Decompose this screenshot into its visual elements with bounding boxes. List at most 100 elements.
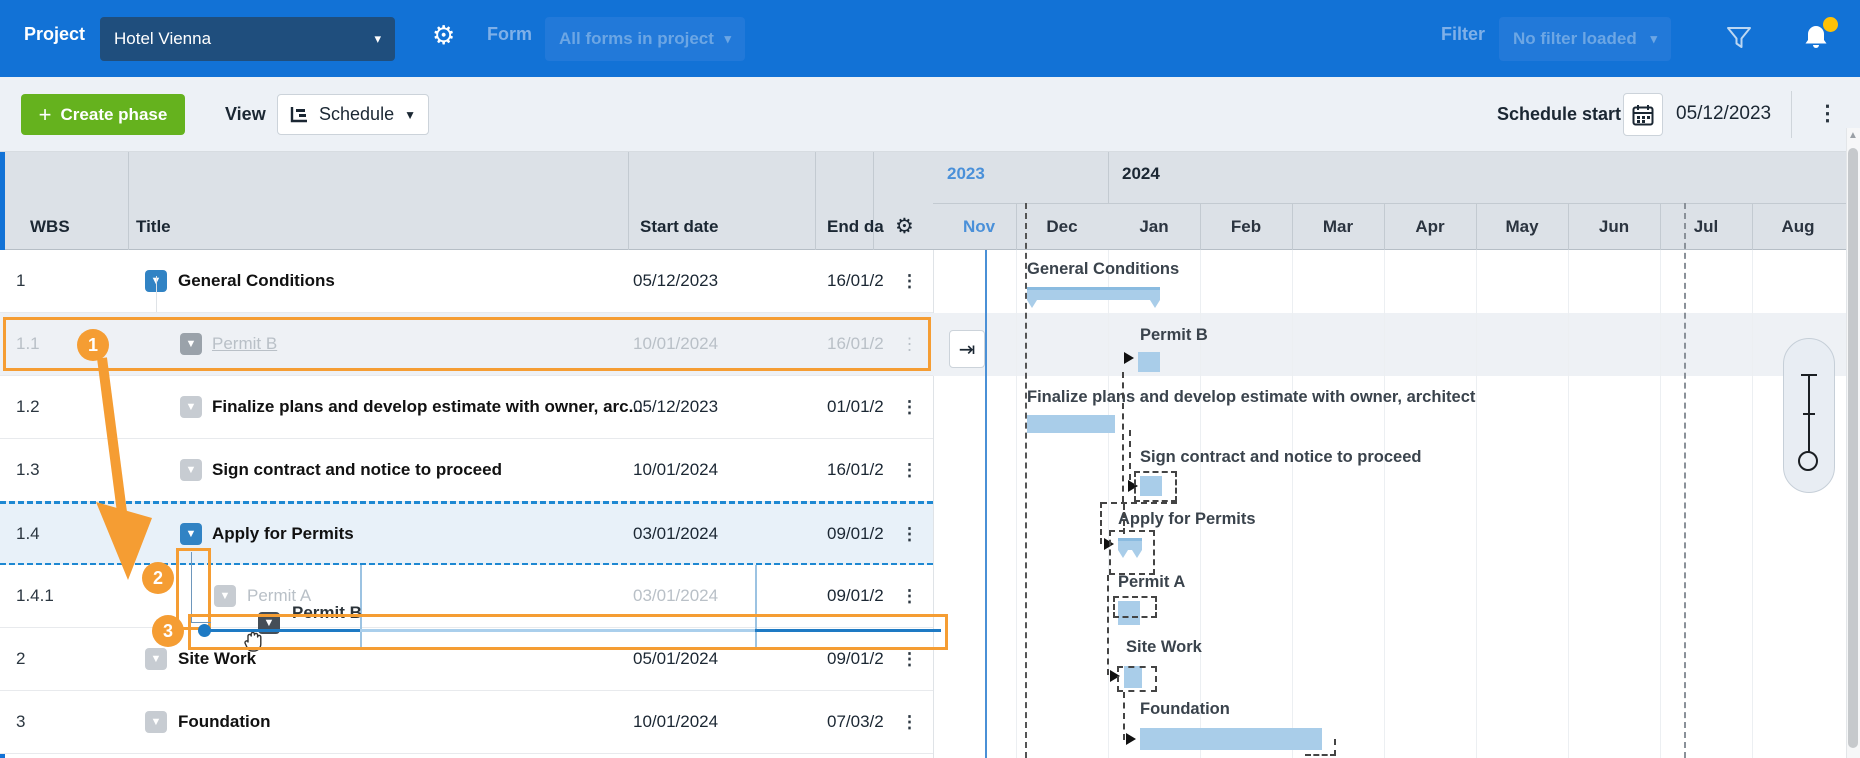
notification-badge-dot xyxy=(1823,17,1838,32)
zoom-slider-handle[interactable] xyxy=(1798,451,1818,471)
month-label: Nov xyxy=(962,217,996,236)
timeline-zoom-slider[interactable] xyxy=(1783,338,1835,493)
wbs-cell: 1.3 xyxy=(16,460,40,479)
month-gridline xyxy=(1108,250,1109,758)
start-date-cell[interactable]: 05/12/2023 xyxy=(633,271,719,290)
scrollbar-up-arrow[interactable]: ▲ xyxy=(1848,130,1858,141)
start-date-cell[interactable]: 05/12/2023 xyxy=(633,397,719,416)
row-more-menu[interactable]: ⋮ xyxy=(901,271,918,291)
drag-column-guide xyxy=(360,565,362,650)
gantt-summary-bar[interactable] xyxy=(1118,538,1142,558)
table-row[interactable]: 1 ▼ General Conditions 05/12/2023 16/01/… xyxy=(0,250,933,313)
filter-select[interactable]: No filter loaded ▾ xyxy=(1499,17,1671,61)
start-date-cell[interactable]: 10/01/2024 xyxy=(633,460,719,479)
view-label: View xyxy=(225,104,266,124)
row-more-menu[interactable]: ⋮ xyxy=(901,334,918,354)
divider xyxy=(1476,203,1477,250)
month-label: Jul xyxy=(1693,217,1719,236)
table-row[interactable]: 1.2 ▼ Finalize plans and develop estimat… xyxy=(0,376,933,439)
column-header-wbs[interactable]: WBS xyxy=(30,217,70,236)
filter-funnel-icon[interactable] xyxy=(1725,26,1753,52)
end-date-cell[interactable]: 09/01/2 xyxy=(827,649,884,668)
gantt-summary-bar[interactable] xyxy=(1027,287,1160,308)
title-cell[interactable]: Foundation xyxy=(178,712,271,731)
chart-start-line xyxy=(985,250,987,758)
start-date-cell[interactable]: 10/01/2024 xyxy=(633,712,719,731)
dependency-target-box xyxy=(1117,666,1157,692)
project-select[interactable]: Hotel Vienna ▾ xyxy=(100,17,395,61)
title-cell[interactable]: Site Work xyxy=(178,649,257,668)
title-cell[interactable]: General Conditions xyxy=(178,271,335,290)
annotation-arrow xyxy=(96,357,152,580)
column-header-start[interactable]: Start date xyxy=(640,217,719,236)
form-select[interactable]: All forms in project ▾ xyxy=(545,17,745,61)
create-phase-button[interactable]: + Create phase xyxy=(21,94,185,135)
gantt-bar[interactable] xyxy=(1124,666,1142,688)
dependency-target-box xyxy=(1113,596,1157,618)
collapse-toggle-icon[interactable]: ▼ xyxy=(180,396,202,418)
row-more-menu[interactable]: ⋮ xyxy=(901,649,918,669)
title-cell[interactable]: Sign contract and notice to proceed xyxy=(212,460,502,479)
schedule-start-date: 05/12/2023 xyxy=(1676,103,1772,124)
year-label: 2023 xyxy=(947,164,985,183)
collapse-toggle-icon[interactable]: ▼ xyxy=(180,333,202,355)
column-settings-gear-icon[interactable]: ⚙ xyxy=(895,215,914,238)
divider xyxy=(1660,203,1661,250)
collapse-toggle-icon[interactable]: ▼ xyxy=(145,648,167,670)
zoom-slider-track[interactable] xyxy=(1808,375,1810,461)
schedule-start-calendar-button[interactable] xyxy=(1623,93,1663,136)
gantt-bar[interactable] xyxy=(1118,601,1140,625)
collapse-toggle-icon[interactable]: ▼ xyxy=(180,459,202,481)
row-more-menu[interactable]: ⋮ xyxy=(901,460,918,480)
table-row[interactable]: 3 ▼ Foundation 10/01/2024 07/03/2 ⋮ xyxy=(0,691,933,754)
collapse-toggle-icon[interactable]: ▼ xyxy=(214,585,236,607)
drag-ghost-icon: ▼ xyxy=(258,612,280,634)
start-date-cell[interactable]: 05/01/2024 xyxy=(633,649,719,668)
gantt-bar[interactable] xyxy=(1140,728,1322,750)
divider xyxy=(1752,203,1753,250)
divider xyxy=(1200,203,1201,250)
end-date-cell[interactable]: 01/01/2 xyxy=(827,397,884,416)
end-date-cell[interactable]: 16/01/2 xyxy=(827,334,884,353)
title-cell[interactable]: Permit B xyxy=(212,334,278,353)
table-row[interactable]: 1.1 ▼ Permit B 10/01/2024 16/01/2 ⋮ xyxy=(0,313,933,376)
row-more-menu[interactable]: ⋮ xyxy=(901,397,918,417)
start-date-cell[interactable]: 03/01/2024 xyxy=(633,586,719,605)
project-settings-gear-icon[interactable]: ⚙ xyxy=(432,20,456,50)
divider xyxy=(1016,203,1017,250)
end-date-cell[interactable]: 09/01/2 xyxy=(827,586,884,605)
gantt-bar[interactable] xyxy=(1140,476,1162,496)
title-cell[interactable]: Apply for Permits xyxy=(212,523,354,543)
divider xyxy=(1292,203,1293,250)
view-select[interactable]: Schedule ▼ xyxy=(277,94,429,135)
scrollbar-thumb[interactable] xyxy=(1848,148,1858,748)
timeline-header: 2023 2024 Nov Dec Jan Feb Mar Apr May Ju… xyxy=(933,152,1846,250)
notifications-bell-icon[interactable] xyxy=(1803,22,1829,52)
month-gridline xyxy=(1476,250,1477,758)
gantt-bar[interactable] xyxy=(1138,352,1160,372)
end-date-cell[interactable]: 16/01/2 xyxy=(827,460,884,479)
title-cell[interactable]: Finalize plans and develop estimate with… xyxy=(212,397,643,416)
chevron-down-icon: ▾ xyxy=(724,31,731,46)
end-date-cell[interactable]: 16/01/2 xyxy=(827,271,884,290)
column-header-end[interactable]: End da xyxy=(827,217,884,236)
drop-target-border xyxy=(0,563,933,566)
collapse-toggle-icon[interactable]: ▼ xyxy=(145,711,167,733)
title-cell[interactable]: Permit A xyxy=(247,586,312,605)
collapse-toggle-icon[interactable]: ▼ xyxy=(180,522,202,545)
end-date-cell[interactable]: 09/01/2 xyxy=(827,523,884,543)
start-date-cell[interactable]: 10/01/2024 xyxy=(633,334,719,353)
start-date-cell[interactable]: 03/01/2024 xyxy=(633,523,719,543)
scroll-to-task-button[interactable]: ⇥ xyxy=(949,330,985,368)
column-header-title[interactable]: Title xyxy=(136,217,171,236)
end-date-cell[interactable]: 07/03/2 xyxy=(827,712,884,731)
row-more-menu[interactable]: ⋮ xyxy=(901,524,918,543)
month-gridline xyxy=(1200,250,1201,758)
table-row[interactable]: 1.4 ▼ Apply for Permits 03/01/2024 09/01… xyxy=(0,502,933,565)
toolbar-more-menu[interactable]: ⋮ xyxy=(1817,102,1838,125)
row-more-menu[interactable]: ⋮ xyxy=(901,586,918,606)
annotation-step2-box xyxy=(176,548,211,630)
row-more-menu[interactable]: ⋮ xyxy=(901,712,918,732)
form-select-value: All forms in project xyxy=(559,29,714,48)
gantt-bar[interactable] xyxy=(1027,415,1115,433)
